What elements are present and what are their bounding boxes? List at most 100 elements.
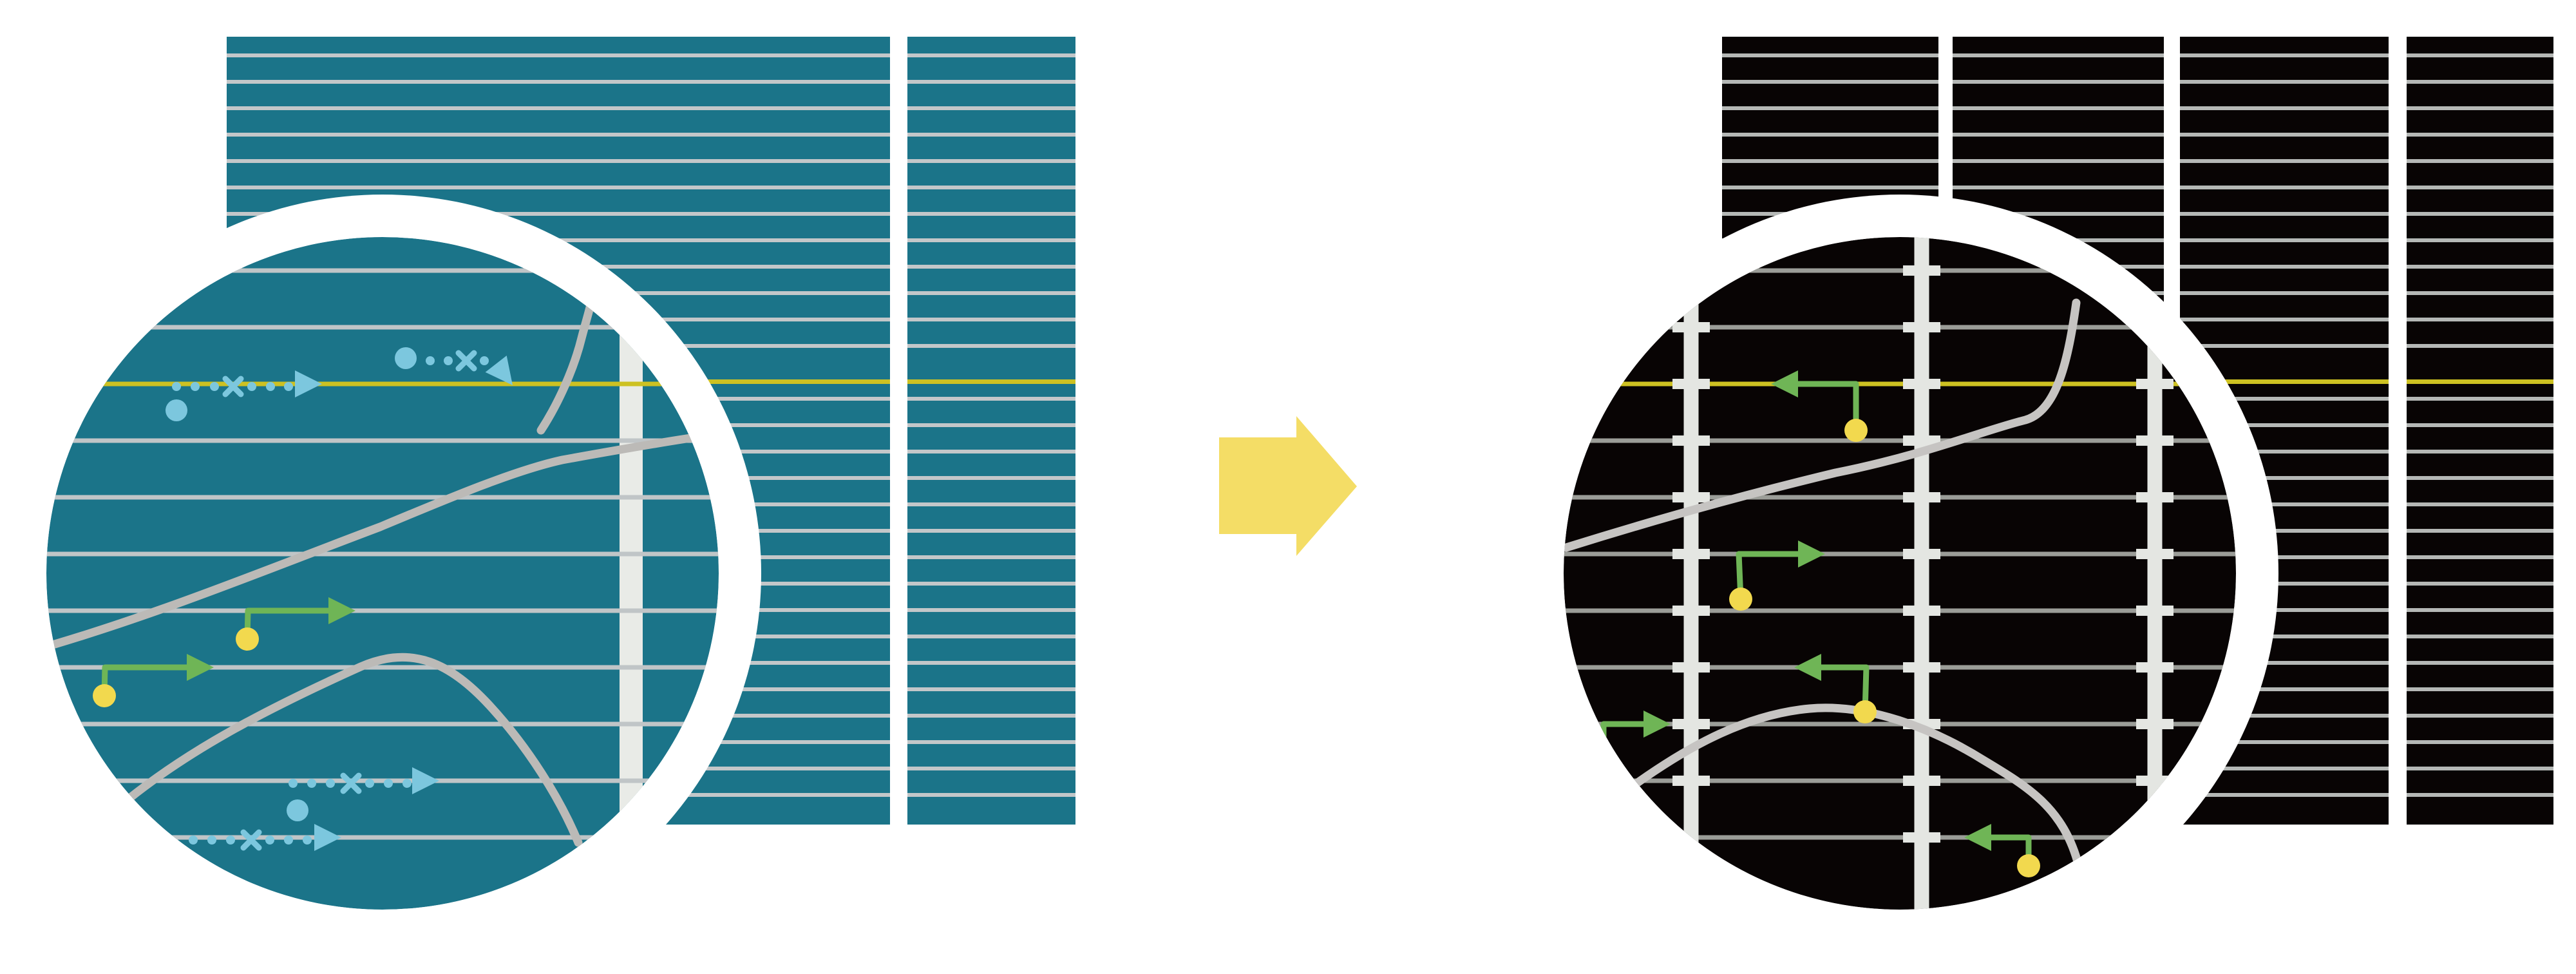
finger-line xyxy=(1722,133,2553,137)
carrier-dot xyxy=(2017,854,2040,877)
path-dot xyxy=(289,779,298,788)
path-dot xyxy=(444,356,453,365)
grain-boundary-curve xyxy=(1602,703,2083,871)
carrier-dot xyxy=(1844,419,1868,442)
magnified-finger-line xyxy=(46,551,719,557)
carrier-dot xyxy=(395,347,417,369)
collected-carrier-arrow xyxy=(1729,540,1825,611)
finger-line xyxy=(1722,265,2553,269)
finger-line xyxy=(227,80,1075,84)
blue-arrowhead-icon xyxy=(314,824,341,851)
solder-pad xyxy=(1903,322,1940,332)
path-dot xyxy=(480,356,489,365)
solder-pad xyxy=(1903,832,1940,843)
magnified-finger-line xyxy=(46,608,719,613)
green-arrowhead-icon xyxy=(1794,654,1821,681)
solder-pad xyxy=(1903,662,1940,673)
magnified-finger-line xyxy=(1564,778,2236,783)
finger-line xyxy=(1722,238,2553,242)
solder-pad xyxy=(1672,662,1710,673)
solder-pad xyxy=(1672,776,1710,786)
blocked-carrier-path xyxy=(287,767,439,821)
finger-line xyxy=(227,106,1075,110)
collected-carrier-arrow xyxy=(93,654,214,707)
path-dot xyxy=(284,836,293,845)
busbar xyxy=(1914,237,1929,910)
cell-wafer-3 xyxy=(2407,37,2553,825)
path-dot xyxy=(189,836,198,845)
magnified-highlighted-finger xyxy=(1564,381,2236,387)
solder-pad xyxy=(2136,606,2174,616)
magnified-finger-line xyxy=(1564,608,2236,613)
magnified-finger-line xyxy=(46,778,719,783)
solder-pad xyxy=(1903,492,1940,502)
solder-pad xyxy=(1903,776,1940,786)
transform-arrow-icon xyxy=(1219,416,1357,556)
path-dot xyxy=(284,382,293,391)
carrier-dot xyxy=(1729,587,1752,611)
blue-arrowhead-icon xyxy=(485,356,513,385)
path-dot xyxy=(207,836,216,845)
solder-pad xyxy=(1903,265,1940,276)
solder-pad xyxy=(1672,606,1710,616)
solder-pad xyxy=(1672,379,1710,389)
blocked-carrier-path xyxy=(395,347,513,385)
finger-line xyxy=(1722,53,2553,57)
finger-line xyxy=(1722,159,2553,163)
magnifier-content xyxy=(46,237,719,910)
green-arrowhead-icon xyxy=(328,597,355,624)
magnified-finger-line xyxy=(46,721,719,727)
path-dot xyxy=(326,779,335,788)
magnified-finger-line xyxy=(1564,438,2236,443)
magnified-finger-line xyxy=(1564,268,2236,273)
blue-arrowhead-icon xyxy=(412,767,439,794)
path-dot xyxy=(210,382,219,391)
green-arrowhead-icon xyxy=(1798,540,1825,568)
finger-line xyxy=(227,291,1075,295)
solder-pad xyxy=(2136,719,2174,729)
right-magnifier xyxy=(1521,195,2278,952)
path-dot xyxy=(191,382,200,391)
carrier-dot xyxy=(287,799,308,821)
magnified-finger-line xyxy=(46,495,719,500)
solder-pad xyxy=(1672,549,1710,559)
finger-line xyxy=(227,53,1075,57)
magnified-wafer-surface xyxy=(46,237,719,910)
path-dot xyxy=(266,382,275,391)
carrier-route-line xyxy=(1798,381,1859,430)
solder-pad xyxy=(2136,492,2174,502)
path-dot xyxy=(426,356,435,365)
grain-boundary-curve xyxy=(124,653,583,847)
finger-line xyxy=(227,133,1075,137)
carrier-dot xyxy=(1853,700,1877,723)
green-arrowhead-icon xyxy=(1964,824,1991,851)
finger-line xyxy=(227,212,1075,216)
collected-carrier-arrow xyxy=(1771,370,1868,442)
carrier-dot xyxy=(236,627,259,651)
green-arrowhead-icon xyxy=(1643,711,1671,738)
solder-pad xyxy=(2136,379,2174,389)
solder-pad xyxy=(1672,719,1710,729)
solder-pad xyxy=(2136,662,2174,673)
path-dot xyxy=(303,836,312,845)
solder-pad xyxy=(1672,322,1710,332)
magnified-wafer-surface xyxy=(1564,237,2236,910)
solder-pad xyxy=(1903,379,1940,389)
grain-boundary-curve xyxy=(50,434,695,649)
finger-line xyxy=(227,159,1075,163)
blocked-x-icon xyxy=(340,772,362,794)
magnified-finger-line xyxy=(1564,495,2236,500)
solder-pad xyxy=(1672,435,1710,446)
carrier-dot xyxy=(166,399,187,421)
magnifier-content xyxy=(1564,237,2236,910)
left-magnifier xyxy=(4,195,761,952)
green-arrowhead-icon xyxy=(1771,370,1798,397)
solder-pad xyxy=(2136,435,2174,446)
blocked-x-icon xyxy=(455,350,477,372)
finger-line xyxy=(227,265,1075,269)
path-dot xyxy=(247,382,256,391)
blocked-carrier-path xyxy=(166,370,322,421)
collected-carrier-arrow xyxy=(1794,654,1877,723)
